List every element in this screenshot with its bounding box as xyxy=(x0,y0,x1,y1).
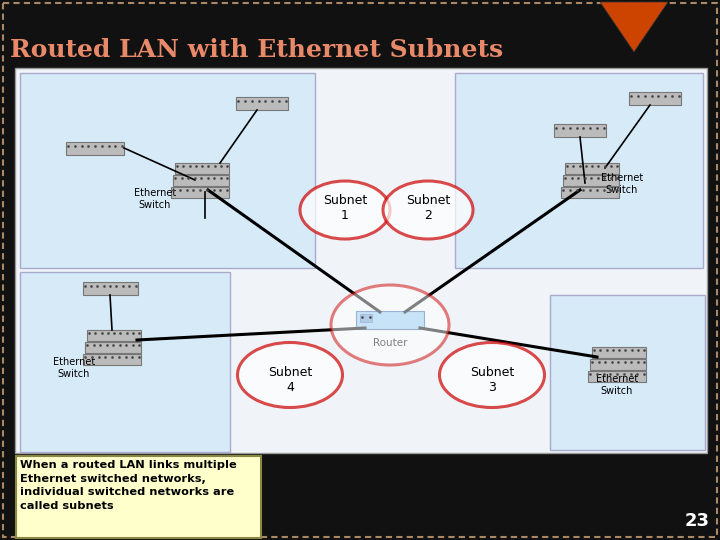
Bar xyxy=(590,359,646,369)
Bar xyxy=(85,341,141,353)
Bar xyxy=(87,329,141,341)
Text: Subnet
3: Subnet 3 xyxy=(470,366,514,394)
Bar xyxy=(236,97,288,110)
Text: When a routed LAN links multiple
Ethernet switched networks,
individual switched: When a routed LAN links multiple Etherne… xyxy=(20,460,237,511)
Bar xyxy=(561,186,619,198)
Bar xyxy=(175,163,229,173)
Polygon shape xyxy=(167,490,237,538)
Text: Subnet
1: Subnet 1 xyxy=(323,194,367,222)
Bar xyxy=(592,347,646,357)
FancyBboxPatch shape xyxy=(455,73,703,268)
Text: Router: Router xyxy=(373,338,408,348)
Bar xyxy=(565,163,619,173)
Ellipse shape xyxy=(300,181,390,239)
Bar xyxy=(554,124,606,137)
Bar xyxy=(171,186,229,198)
FancyBboxPatch shape xyxy=(550,295,705,450)
FancyBboxPatch shape xyxy=(15,68,707,453)
Ellipse shape xyxy=(238,342,343,408)
Text: Ethernet
Switch: Ethernet Switch xyxy=(601,173,643,194)
Ellipse shape xyxy=(331,285,449,365)
FancyBboxPatch shape xyxy=(20,272,230,452)
Bar xyxy=(83,354,141,364)
Bar xyxy=(173,174,229,186)
Ellipse shape xyxy=(383,181,473,239)
FancyBboxPatch shape xyxy=(16,456,261,538)
Ellipse shape xyxy=(439,342,544,408)
Text: Routed LAN with Ethernet Subnets: Routed LAN with Ethernet Subnets xyxy=(10,38,503,62)
Text: Ethernet
Switch: Ethernet Switch xyxy=(53,357,95,379)
Text: Subnet
4: Subnet 4 xyxy=(268,366,312,394)
Text: Ethernet
Switch: Ethernet Switch xyxy=(134,188,176,210)
FancyBboxPatch shape xyxy=(356,311,424,329)
Bar xyxy=(360,314,372,322)
Text: 23: 23 xyxy=(685,512,710,530)
Bar xyxy=(563,174,619,186)
Bar xyxy=(588,370,646,381)
Polygon shape xyxy=(600,2,668,52)
Text: Subnet
2: Subnet 2 xyxy=(406,194,450,222)
Bar xyxy=(83,281,138,294)
FancyBboxPatch shape xyxy=(20,73,315,268)
Bar xyxy=(66,141,124,154)
Text: Ethernet
Switch: Ethernet Switch xyxy=(596,374,638,396)
Bar xyxy=(629,91,681,105)
